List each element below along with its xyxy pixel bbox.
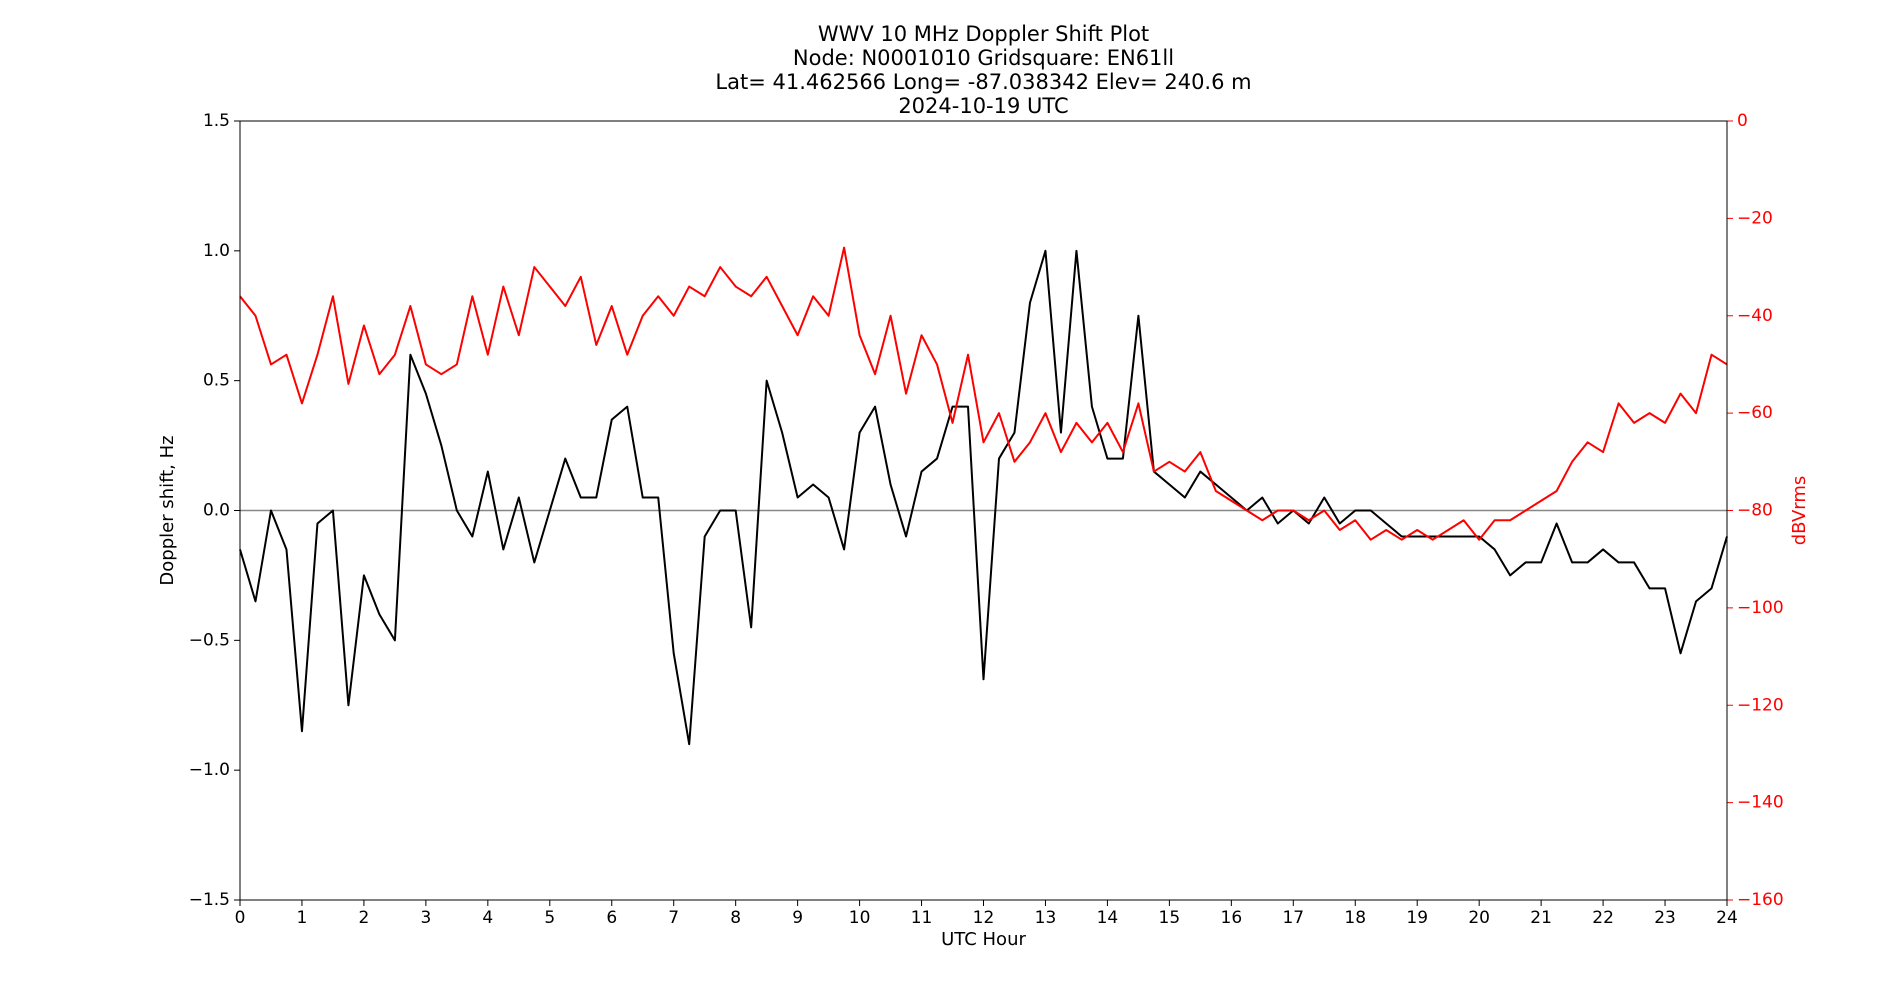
chart-title: 2024-10-19 UTC xyxy=(898,94,1068,118)
x-tick-label: 4 xyxy=(482,908,493,928)
x-tick-label: 22 xyxy=(1592,908,1614,928)
y-axis-label: Doppler shift, Hz xyxy=(157,435,178,585)
y-tick-label: −1.5 xyxy=(189,890,230,910)
x-tick-label: 15 xyxy=(1159,908,1181,928)
x-tick-label: 13 xyxy=(1035,908,1057,928)
x-tick-label: 16 xyxy=(1221,908,1243,928)
x-tick-label: 8 xyxy=(730,908,741,928)
x-tick-label: 9 xyxy=(792,908,803,928)
x-tick-label: 7 xyxy=(668,908,679,928)
x-tick-label: 5 xyxy=(544,908,555,928)
x-tick-label: 3 xyxy=(420,908,431,928)
x-tick-label: 11 xyxy=(911,908,933,928)
x-tick-label: 17 xyxy=(1282,908,1304,928)
y2-tick-label: −80 xyxy=(1737,501,1773,521)
y2-tick-label: 0 xyxy=(1737,111,1748,131)
x-tick-label: 18 xyxy=(1344,908,1366,928)
x-tick-label: 12 xyxy=(973,908,995,928)
y-tick-label: −0.5 xyxy=(189,630,230,650)
y2-tick-label: −140 xyxy=(1737,793,1784,813)
y2-axis-label: dBVrms xyxy=(1789,476,1810,546)
x-axis-label: UTC Hour xyxy=(941,929,1026,950)
y-tick-label: 0.5 xyxy=(203,371,230,391)
x-tick-label: 23 xyxy=(1654,908,1676,928)
series-line xyxy=(239,246,1728,541)
series-line xyxy=(239,249,1728,746)
y2-tick-label: −60 xyxy=(1737,403,1773,423)
y-tick-label: 0.0 xyxy=(203,501,230,521)
x-tick-label: 24 xyxy=(1716,908,1738,928)
chart-title: Lat= 41.462566 Long= -87.038342 Elev= 24… xyxy=(715,70,1251,94)
y-tick-label: 1.0 xyxy=(203,241,230,261)
chart-title: WWV 10 MHz Doppler Shift Plot xyxy=(818,22,1149,46)
x-tick-label: 21 xyxy=(1530,908,1552,928)
y2-tick-label: −20 xyxy=(1737,208,1773,228)
y-tick-label: −1.0 xyxy=(189,760,230,780)
y2-tick-label: −40 xyxy=(1737,306,1773,326)
plot-frame xyxy=(239,120,1728,901)
x-tick-label: 19 xyxy=(1406,908,1428,928)
x-tick-label: 0 xyxy=(235,908,246,928)
chart-title: Node: N0001010 Gridsquare: EN61ll xyxy=(793,46,1174,70)
x-tick-label: 2 xyxy=(359,908,370,928)
x-tick-label: 6 xyxy=(606,908,617,928)
x-tick-label: 1 xyxy=(297,908,308,928)
x-tick-label: 14 xyxy=(1097,908,1119,928)
y2-tick-label: −100 xyxy=(1737,598,1784,618)
y2-tick-label: −160 xyxy=(1737,890,1784,910)
y2-tick-label: −120 xyxy=(1737,695,1784,715)
y-tick-label: 1.5 xyxy=(203,111,230,131)
x-tick-label: 10 xyxy=(849,908,871,928)
x-tick-label: 20 xyxy=(1468,908,1490,928)
